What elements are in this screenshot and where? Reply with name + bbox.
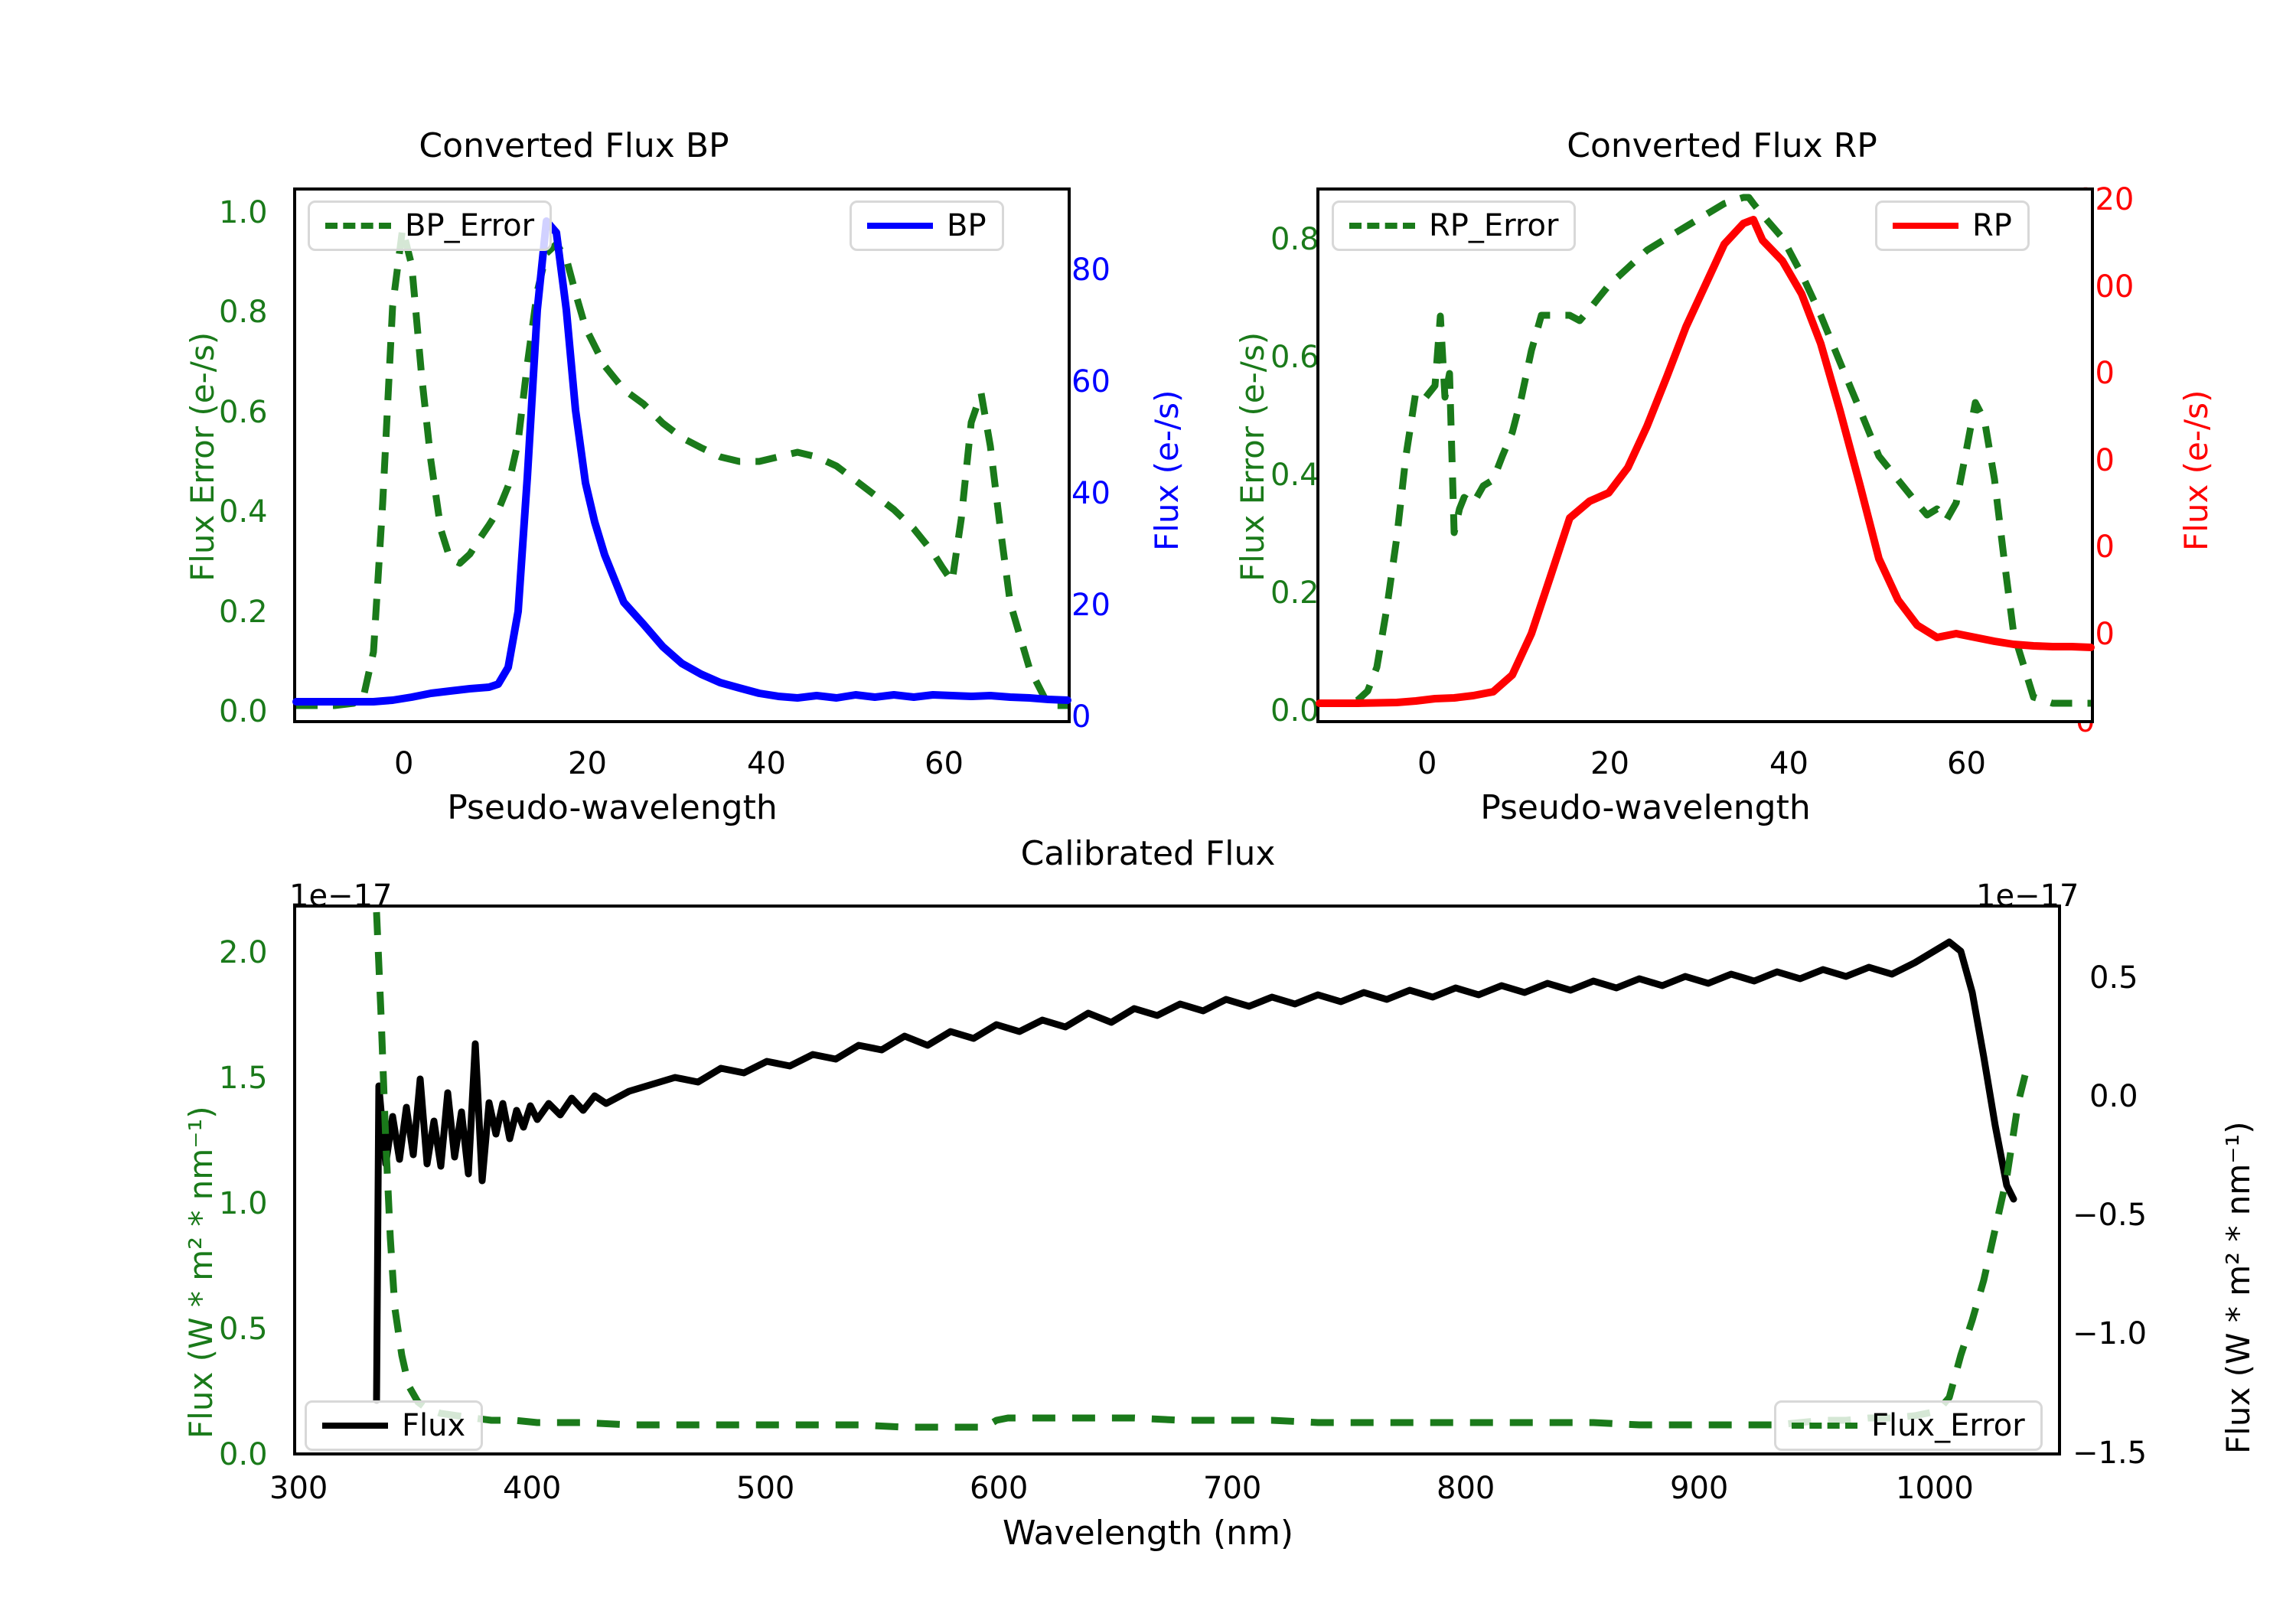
bp-x-tick: 20 — [568, 746, 607, 781]
bp-x-axis-label: Pseudo-wavelength — [447, 788, 778, 827]
calibrated-right-axis-label: Flux (W * m² * nm⁻¹) — [2219, 1121, 2257, 1454]
calibrated-x-tick: 600 — [970, 1471, 1029, 1506]
calibrated-right-tick: −0.5 — [2073, 1198, 2148, 1233]
bp-left-tick: 0.0 — [219, 694, 268, 729]
rp-left-tick: 0.6 — [1270, 340, 1319, 375]
bp-legend[interactable]: BP — [850, 200, 1004, 251]
calibrated-left-tick: 1.5 — [219, 1061, 268, 1096]
calibrated-flux-curve — [373, 938, 2017, 1404]
bp-right-tick: 0 — [1071, 699, 1091, 735]
bp-flux-curve — [292, 217, 1071, 706]
calibrated-left-tick: 2.0 — [219, 935, 268, 970]
rp-x-tick: 60 — [1947, 746, 1986, 781]
calibrated-x-tick: 300 — [269, 1471, 328, 1506]
rp-error-legend-label: RP_Error — [1429, 208, 1559, 243]
rp-right-axis-label: Flux (e-/s) — [2177, 390, 2215, 551]
calibrated-x-tick: 500 — [736, 1471, 795, 1506]
calibrated-left-axis-label: Flux (W * m² * nm⁻¹) — [182, 1106, 220, 1439]
calibrated-flux-legend[interactable]: Flux — [305, 1400, 484, 1451]
rp-x-axis-label: Pseudo-wavelength — [1480, 788, 1811, 827]
calibrated-left-tick: 1.0 — [219, 1186, 268, 1221]
rp-error-legend-swatch — [1349, 223, 1415, 229]
rp-curves — [1316, 194, 2095, 707]
panel-converted-flux-bp: Converted Flux BP 1.0 0.8 0.6 0.4 0.2 0.… — [0, 0, 1186, 827]
bp-curves — [292, 217, 1071, 709]
bp-left-tick: 1.0 — [219, 195, 268, 230]
rp-legend-swatch — [1893, 223, 1958, 229]
rp-plot-title: Converted Flux RP — [1567, 126, 1877, 165]
bp-error-legend[interactable]: BP_Error — [308, 200, 553, 251]
bp-left-tick: 0.6 — [219, 395, 268, 430]
calibrated-right-tick: 0.5 — [2089, 960, 2138, 996]
bp-right-tick: 40 — [1071, 476, 1110, 511]
calibrated-right-tick: −1.0 — [2073, 1316, 2148, 1351]
rp-left-tick: 0.8 — [1270, 222, 1319, 257]
bp-legend-label: BP — [947, 208, 987, 243]
calibrated-flux-error-legend-swatch — [1792, 1423, 1857, 1429]
bp-error-legend-label: BP_Error — [405, 208, 535, 243]
calibrated-axes-frame — [293, 905, 2061, 1455]
calibrated-x-axis-label: Wavelength (nm) — [1002, 1514, 1294, 1553]
calibrated-flux-legend-label: Flux — [402, 1408, 466, 1443]
bp-error-legend-swatch — [325, 223, 391, 229]
rp-left-tick: 0.0 — [1270, 693, 1319, 729]
bp-plot-title: Converted Flux BP — [419, 126, 729, 165]
calibrated-x-tick: 800 — [1437, 1471, 1495, 1506]
calibrated-plot-title: Calibrated Flux — [1020, 834, 1276, 873]
panel-calibrated-flux: Calibrated Flux 1e−17 1e−17 2.0 1.5 1.0 … — [0, 811, 2296, 1607]
calibrated-x-tick: 1000 — [1896, 1471, 1974, 1506]
calibrated-flux-error-curve — [373, 911, 2029, 1431]
rp-x-tick: 0 — [1417, 746, 1437, 781]
rp-error-curve — [1319, 194, 2091, 707]
calibrated-x-tick: 700 — [1203, 1471, 1262, 1506]
bp-right-tick: 60 — [1071, 364, 1110, 399]
calibrated-flux-error-legend-label: Flux_Error — [1871, 1408, 2025, 1443]
bp-left-tick: 0.2 — [219, 595, 268, 630]
calibrated-x-tick: 900 — [1670, 1471, 1729, 1506]
calibrated-flux-legend-swatch — [322, 1423, 388, 1429]
rp-error-legend[interactable]: RP_Error — [1332, 200, 1577, 251]
bp-axes-frame — [292, 187, 1071, 723]
bp-x-tick: 60 — [925, 746, 964, 781]
calibrated-x-tick: 400 — [503, 1471, 562, 1506]
bp-left-axis-label: Flux Error (e-/s) — [184, 331, 221, 582]
calibrated-right-tick: −1.5 — [2073, 1436, 2148, 1471]
calibrated-curves — [373, 911, 2029, 1431]
rp-x-tick: 40 — [1769, 746, 1808, 781]
bp-legend-swatch — [867, 223, 933, 229]
rp-x-tick: 20 — [1590, 746, 1629, 781]
rp-left-axis-label: Flux Error (e-/s) — [1234, 331, 1271, 582]
calibrated-flux-error-legend[interactable]: Flux_Error — [1774, 1400, 2043, 1451]
calibrated-right-tick: 0.0 — [2089, 1079, 2138, 1114]
rp-legend[interactable]: RP — [1875, 200, 2030, 251]
bp-right-tick: 20 — [1071, 588, 1110, 623]
bp-x-tick: 40 — [747, 746, 786, 781]
bp-right-tick: 80 — [1071, 253, 1110, 288]
rp-left-tick: 0.4 — [1270, 458, 1319, 493]
rp-flux-curve — [1316, 216, 2095, 707]
panel-converted-flux-rp: Converted Flux RP 0.8 0.6 0.4 0.2 0.0 Fl… — [1148, 0, 2296, 827]
rp-legend-label: RP — [1972, 208, 2012, 243]
calibrated-left-tick: 0.0 — [219, 1437, 268, 1472]
bp-left-tick: 0.8 — [219, 295, 268, 330]
rp-axes-frame — [1316, 187, 2095, 723]
calibrated-left-tick: 0.5 — [219, 1312, 268, 1347]
bp-error-curve — [296, 225, 1068, 709]
bp-x-tick: 0 — [394, 746, 414, 781]
rp-left-tick: 0.2 — [1270, 575, 1319, 611]
bp-left-tick: 0.4 — [219, 494, 268, 530]
